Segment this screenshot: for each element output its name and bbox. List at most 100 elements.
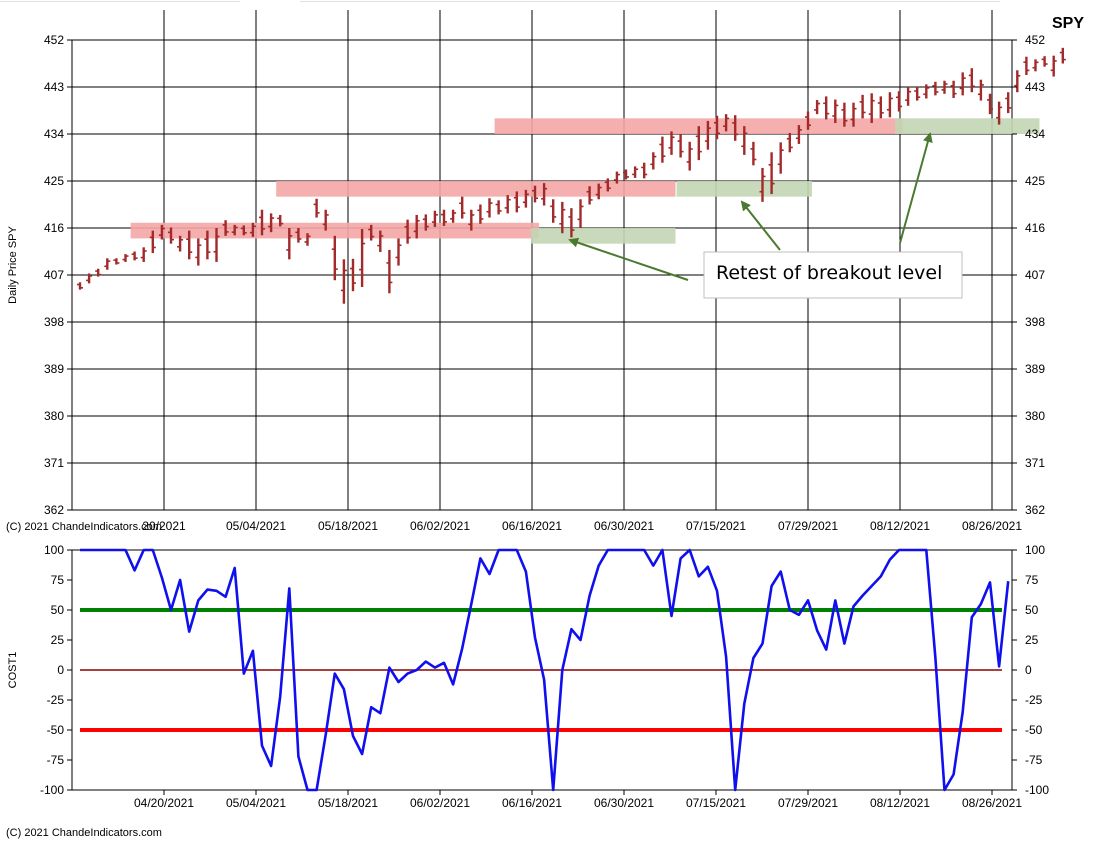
price-bar-61 bbox=[632, 166, 639, 178]
price-bar-3 bbox=[104, 258, 111, 270]
oscillator-y-tick-right-5: -25 bbox=[1025, 693, 1043, 707]
price-y-tick-right-9: 371 bbox=[1025, 456, 1045, 470]
price-bar-6 bbox=[131, 251, 138, 261]
price-y-tick-left-3: 425 bbox=[44, 174, 64, 188]
price-bar-76 bbox=[768, 152, 775, 195]
price-bar-41 bbox=[450, 209, 457, 223]
price-x-tick-2: 05/18/2021 bbox=[318, 519, 378, 533]
price-bar-65 bbox=[668, 131, 675, 155]
oscillator-y-tick-left-2: 50 bbox=[51, 603, 65, 617]
price-y-tick-left-9: 371 bbox=[44, 456, 64, 470]
retest-annotation: Retest of breakout level bbox=[568, 132, 963, 299]
price-bar-19 bbox=[249, 222, 256, 237]
price-bar-80 bbox=[805, 111, 811, 130]
price-bar-40 bbox=[441, 209, 447, 226]
price-bar-93 bbox=[923, 84, 930, 99]
price-bar-22 bbox=[277, 214, 284, 227]
price-bar-59 bbox=[613, 171, 620, 184]
price-bar-77 bbox=[777, 142, 784, 174]
price-y-ticks-left: 452 443 434 425 416 407 398 389 380 371 362 bbox=[44, 33, 72, 517]
price-y-tick-right-7: 389 bbox=[1025, 362, 1045, 376]
price-bar-43 bbox=[468, 209, 475, 231]
price-bar-60 bbox=[623, 169, 629, 180]
price-y-tick-left-1: 443 bbox=[44, 80, 64, 94]
price-bar-88 bbox=[877, 96, 884, 119]
price-bar-4 bbox=[113, 258, 120, 265]
resistance-zone-1 bbox=[276, 181, 676, 197]
price-y-tick-right-8: 380 bbox=[1025, 409, 1045, 423]
price-bar-100 bbox=[987, 93, 993, 115]
price-bar-67 bbox=[686, 141, 693, 171]
oscillator-y-tick-left-8: -100 bbox=[40, 783, 64, 797]
price-bar-31 bbox=[359, 229, 366, 288]
oscillator-line-0 bbox=[80, 548, 1010, 792]
oscillator-y-tick-right-8: -100 bbox=[1025, 783, 1049, 797]
callout-box bbox=[703, 251, 963, 299]
price-bar-10 bbox=[168, 227, 174, 244]
price-bar-55 bbox=[577, 199, 584, 228]
price-bar-47 bbox=[504, 195, 511, 214]
price-panel: 452 443 434 425 416 407 398 389 380 371 362 452 443… bbox=[6, 10, 1084, 533]
oscillator-y-tick-right-1: 75 bbox=[1025, 573, 1039, 587]
price-bar-108 bbox=[1059, 47, 1066, 64]
price-bar-15 bbox=[213, 228, 220, 262]
price-bar-13 bbox=[195, 238, 202, 266]
price-bar-5 bbox=[122, 254, 129, 262]
oscillator-x-tick-4: 06/16/2021 bbox=[502, 796, 562, 810]
price-bar-104 bbox=[1023, 56, 1030, 75]
price-bar-105 bbox=[1032, 59, 1039, 72]
oscillator-y-tick-right-6: -50 bbox=[1025, 723, 1043, 737]
price-bar-39 bbox=[431, 210, 438, 227]
price-bar-50 bbox=[532, 185, 538, 203]
price-y-tick-right-2: 434 bbox=[1025, 127, 1045, 141]
price-y-tick-left-5: 407 bbox=[44, 268, 64, 282]
price-bar-37 bbox=[413, 214, 420, 239]
price-bar-102 bbox=[1005, 92, 1012, 114]
price-bar-36 bbox=[404, 219, 411, 244]
price-bar-57 bbox=[595, 183, 602, 200]
price-bar-53 bbox=[559, 201, 566, 234]
price-bar-28 bbox=[331, 235, 338, 281]
oscillator-copyright: (C) 2021 ChandeIndicators.com bbox=[6, 827, 162, 839]
price-bar-58 bbox=[604, 178, 611, 192]
price-bar-92 bbox=[914, 87, 921, 101]
oscillator-y-axis-title: COST1 bbox=[7, 652, 19, 689]
price-bar-17 bbox=[231, 224, 238, 236]
price-bar-48 bbox=[513, 191, 520, 213]
annotation-arrow-0 bbox=[568, 237, 689, 281]
price-bar-45 bbox=[486, 198, 493, 218]
price-bar-30 bbox=[350, 258, 356, 292]
price-bar-74 bbox=[750, 141, 757, 166]
price-bar-107 bbox=[1050, 55, 1057, 77]
price-bar-0 bbox=[77, 282, 83, 290]
price-bar-106 bbox=[1041, 56, 1048, 67]
symbol-label: SPY bbox=[1052, 15, 1084, 32]
price-bar-64 bbox=[659, 136, 666, 163]
price-bar-18 bbox=[240, 225, 247, 236]
price-x-tick-0: 20/2021 bbox=[142, 519, 186, 533]
price-bar-99 bbox=[977, 79, 984, 101]
price-copyright: (C) 2021 ChandeIndicators.com bbox=[6, 521, 162, 533]
price-bar-52 bbox=[550, 199, 557, 223]
price-y-axis-title: Daily Price SPY bbox=[7, 226, 19, 304]
price-bar-97 bbox=[959, 72, 966, 96]
oscillator-x-tick-6: 07/15/2021 bbox=[686, 796, 746, 810]
price-y-tick-right-1: 443 bbox=[1025, 80, 1045, 94]
oscillator-y-tick-right-7: -75 bbox=[1025, 753, 1043, 767]
price-bar-95 bbox=[941, 80, 948, 94]
price-x-tick-8: 08/12/2021 bbox=[870, 519, 930, 533]
price-x-tick-1: 05/04/2021 bbox=[226, 519, 286, 533]
price-bar-38 bbox=[422, 214, 429, 231]
annotation-arrow-2 bbox=[899, 132, 933, 244]
price-y-tick-left-10: 362 bbox=[44, 503, 64, 517]
price-bars bbox=[77, 47, 1066, 304]
retest-zone-1 bbox=[676, 181, 812, 197]
price-bar-79 bbox=[795, 125, 802, 144]
price-x-ticks: 20/2021 05/04/2021 05/18/2021 06/02/2021 06/… bbox=[142, 519, 1022, 533]
price-bar-62 bbox=[641, 162, 648, 179]
price-bar-98 bbox=[968, 68, 975, 93]
oscillator-series bbox=[80, 548, 1010, 792]
oscillator-y-tick-left-3: 25 bbox=[51, 633, 65, 647]
price-bar-8 bbox=[149, 230, 156, 254]
price-bar-66 bbox=[677, 134, 684, 158]
